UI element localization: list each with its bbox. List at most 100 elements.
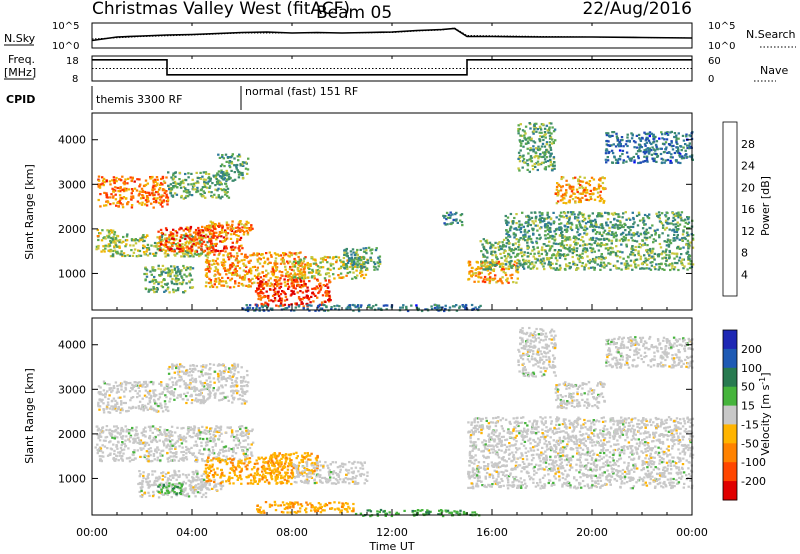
- power-cell-p13: [477, 280, 480, 283]
- power-cell-p1: [190, 183, 193, 186]
- power-cell-p18: [612, 143, 615, 146]
- power-cell-p14: [514, 255, 517, 258]
- power-cell-p9: [290, 293, 293, 296]
- power-cell-p8: [280, 274, 283, 277]
- power-cell-p15: [581, 226, 584, 229]
- velocity-cell-p0: [155, 409, 158, 412]
- power-cell-p17: [601, 198, 604, 201]
- power-cell-p10: [331, 263, 335, 266]
- power-cell-p8: [253, 274, 257, 277]
- power-cell-p14: [675, 255, 679, 258]
- power-cell-p0: [165, 195, 169, 198]
- power-cell-p18: [681, 134, 685, 137]
- velocity-cell-p1: [243, 384, 246, 388]
- velocity-cell-p1: [179, 395, 182, 398]
- power-cell-p15: [600, 223, 604, 226]
- power-cell-p1: [171, 195, 175, 198]
- power-cell-p6: [224, 230, 227, 234]
- velocity-cell-p0: [154, 394, 157, 397]
- power-cell-p4: [182, 252, 185, 255]
- power-cell-p12: [461, 224, 464, 227]
- power-cell-p8: [236, 261, 240, 264]
- power-cell-p18: [622, 145, 625, 148]
- power-cell-p14: [680, 262, 684, 265]
- power-cell-p5: [233, 232, 236, 236]
- power-cell-p19: [255, 303, 258, 306]
- power-cell-p17: [574, 176, 577, 179]
- power-cell-p18: [647, 132, 650, 135]
- power-cell-p3: [113, 240, 116, 243]
- power-cell-p14: [597, 257, 601, 260]
- power-cell-p14: [494, 246, 497, 249]
- power-cell-p9: [274, 292, 277, 296]
- power-cell-p10: [306, 261, 309, 265]
- power-cell-p5: [225, 247, 228, 250]
- power-cell-p14: [491, 264, 495, 267]
- power-cell-p11: [350, 256, 354, 259]
- power-cell-p9: [294, 287, 297, 290]
- velocity-cell-p1: [171, 367, 174, 370]
- power-cell-p17: [587, 182, 590, 185]
- power-cell-p0: [109, 203, 112, 206]
- power-cell-p2: [228, 166, 232, 169]
- power-cell-p1: [173, 192, 177, 195]
- power-cell-p16: [522, 145, 525, 148]
- power-cell-p16: [517, 157, 520, 160]
- power-cell-p8: [256, 258, 259, 261]
- power-cell-p15: [682, 219, 685, 222]
- power-cell-p0: [161, 189, 165, 192]
- power-cell-p15: [583, 217, 587, 220]
- power-cell-p15: [531, 227, 534, 230]
- power-cell-p10: [293, 265, 297, 268]
- power-cell-p15: [593, 224, 596, 228]
- power-cell-p0: [144, 179, 148, 182]
- power-cell-p14: [575, 243, 578, 246]
- power-cell-p16: [536, 155, 539, 158]
- power-cell-p14: [533, 264, 536, 267]
- power-cell-p15: [575, 237, 578, 240]
- power-cell-p17: [560, 176, 564, 179]
- power-cell-p4: [208, 237, 211, 240]
- power-cell-p8: [227, 252, 230, 255]
- power-cell-p11: [362, 250, 366, 253]
- power-cell-p7: [176, 265, 179, 269]
- power-cell-p8: [267, 272, 270, 275]
- power-cell-p15: [666, 211, 669, 215]
- power-cell-p9: [306, 296, 309, 299]
- power-cell-p6: [218, 231, 222, 234]
- power-cell-p16: [517, 129, 520, 133]
- power-cell-p18: [654, 152, 657, 155]
- power-cell-p17: [576, 190, 579, 194]
- power-cell-p15: [527, 221, 530, 224]
- power-cell-p2: [239, 171, 242, 174]
- power-cell-p4: [167, 254, 170, 257]
- power-cell-p8: [243, 258, 246, 261]
- power-cell-p9: [293, 292, 296, 295]
- power-cell-p7: [157, 282, 160, 286]
- power-cell-p15: [549, 223, 553, 226]
- power-cell-p9: [287, 279, 290, 282]
- power-cell-p16: [519, 149, 522, 152]
- power-cell-p18: [643, 131, 646, 134]
- nave-tick-top: 60: [708, 56, 721, 67]
- velocity-cell-p0: [160, 381, 163, 384]
- power-cell-p15: [664, 215, 668, 218]
- power-cell-p10: [315, 263, 318, 266]
- power-cell-p14: [680, 253, 683, 256]
- power-cell-p1: [187, 172, 190, 175]
- power-cell-p15: [642, 217, 645, 220]
- power-cell-p8: [238, 274, 241, 277]
- power-cell-p14: [502, 251, 506, 254]
- power-cell-p7: [182, 291, 185, 294]
- power-cell-p7: [165, 283, 168, 286]
- power-cell-p9: [254, 290, 258, 293]
- power-cell-p5: [223, 247, 226, 250]
- power-cell-p14: [485, 250, 489, 253]
- power-cell-p15: [673, 233, 676, 236]
- power-cell-p1: [169, 183, 173, 186]
- power-cell-p9: [328, 290, 331, 293]
- power-cell-p14: [572, 240, 576, 243]
- velocity-cell-p1: [200, 373, 204, 376]
- power-cell-p14: [535, 240, 538, 243]
- power-cell-p5: [224, 250, 227, 253]
